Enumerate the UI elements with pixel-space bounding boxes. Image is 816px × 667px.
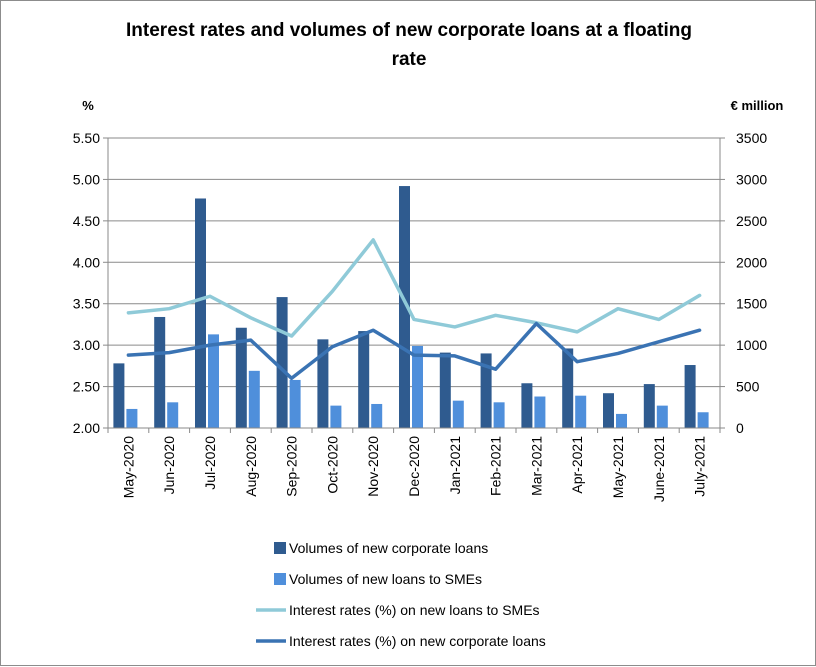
bar-sme-loans — [126, 408, 138, 428]
line-corporate-interest-rate — [126, 321, 702, 381]
line-sme-interest-rate — [126, 238, 702, 338]
left-axis-tick-label: 3.00 — [73, 337, 100, 353]
bar-series-group — [113, 186, 709, 428]
bar-corporate-loans — [195, 198, 206, 428]
bar-sme-loans — [697, 412, 709, 428]
right-axis-tick-label: 1500 — [736, 296, 767, 312]
right-axis-tick-label: 2500 — [736, 213, 767, 229]
x-axis-category-label: July-2021 — [692, 436, 708, 497]
bar-sme-loans — [412, 345, 423, 428]
bar-corporate-loans — [521, 383, 533, 428]
bar-corporate-loans — [154, 316, 166, 428]
x-axis-category-label: Jul-2020 — [202, 436, 218, 490]
right-axis-tick-label: 3000 — [736, 171, 767, 187]
legend-label: Interest rates (%) on new corporate loan… — [289, 633, 546, 649]
right-axis-tick-label: 1000 — [736, 337, 767, 353]
x-axis-category-label: May-2021 — [610, 436, 626, 498]
bar-sme-loans — [575, 395, 587, 428]
bar-sme-loans — [493, 402, 505, 428]
bar-sme-loans — [248, 370, 260, 428]
left-axis-tick-label: 2.00 — [73, 420, 100, 436]
legend-label: Interest rates (%) on new loans to SMEs — [289, 602, 540, 618]
x-axis-category-label: Aug-2020 — [243, 436, 259, 497]
bar-sme-loans — [452, 400, 464, 428]
x-axis-category-label: Feb-2021 — [488, 436, 504, 496]
bar-corporate-loans — [399, 186, 410, 428]
left-axis-tick-label: 4.50 — [73, 213, 100, 229]
legend: Volumes of new corporate loans Volumes of… — [256, 540, 546, 649]
axes: 2.00 2.50 3.00 3.50 4.00 4.50 5.00 5.50 0 500 1000… — [73, 130, 768, 502]
x-axis-category-label: Nov-2020 — [365, 436, 381, 497]
bar-corporate-loans — [562, 348, 574, 428]
bar-sme-loans — [167, 402, 179, 428]
left-axis-unit: % — [82, 98, 94, 113]
right-axis-tick-label: 0 — [736, 420, 744, 436]
right-axis-tick-label: 3500 — [736, 130, 767, 146]
bar-corporate-loans — [317, 339, 329, 428]
chart-title-line-2: rate — [392, 49, 427, 70]
bar-sme-loans — [534, 396, 546, 428]
bar-corporate-loans — [480, 353, 492, 428]
x-axis-category-label: Mar-2021 — [528, 436, 544, 496]
bar-sme-loans — [616, 413, 627, 428]
bar-sme-loans — [208, 334, 219, 428]
bar-corporate-loans — [358, 331, 370, 428]
bar-corporate-loans — [684, 365, 696, 428]
left-axis-tick-label: 4.00 — [73, 254, 100, 270]
bar-sme-loans — [330, 405, 342, 428]
bar-corporate-loans — [603, 393, 614, 428]
x-axis-category-label: Dec-2020 — [406, 436, 422, 497]
bar-corporate-loans — [439, 352, 451, 428]
x-axis-category-label: Jan-2021 — [447, 436, 463, 495]
x-axis-category-label: Apr-2021 — [569, 436, 585, 494]
x-axis-category-label: May-2020 — [120, 436, 136, 498]
legend-swatch — [274, 542, 286, 554]
left-axis-tick-label: 2.50 — [73, 379, 100, 395]
x-axis-category-label: Oct-2020 — [324, 436, 340, 494]
legend-swatch — [274, 573, 286, 585]
bar-sme-loans — [289, 379, 301, 428]
chart-title-line-1: Interest rates and volumes of new corpor… — [126, 20, 692, 41]
bar-corporate-loans — [276, 297, 288, 428]
bar-sme-loans — [656, 405, 668, 428]
legend-label: Volumes of new corporate loans — [289, 540, 488, 556]
x-axis-category-label: June-2021 — [651, 436, 667, 502]
left-axis-tick-label: 5.50 — [73, 130, 100, 146]
right-axis-unit: € million — [731, 98, 784, 113]
x-axis-category-label: Jun-2020 — [161, 436, 177, 495]
bar-sme-loans — [371, 403, 383, 428]
left-axis-tick-label: 5.00 — [73, 171, 100, 187]
line-series-group — [126, 238, 702, 381]
left-axis-tick-label: 3.50 — [73, 296, 100, 312]
right-axis-tick-label: 500 — [736, 379, 760, 395]
x-axis-category-label: Sep-2020 — [284, 436, 300, 497]
bar-corporate-loans — [113, 363, 125, 428]
legend-label: Volumes of new loans to SMEs — [289, 571, 482, 587]
right-axis-tick-label: 2000 — [736, 254, 767, 270]
bar-corporate-loans — [235, 327, 247, 428]
bar-corporate-loans — [643, 384, 655, 428]
